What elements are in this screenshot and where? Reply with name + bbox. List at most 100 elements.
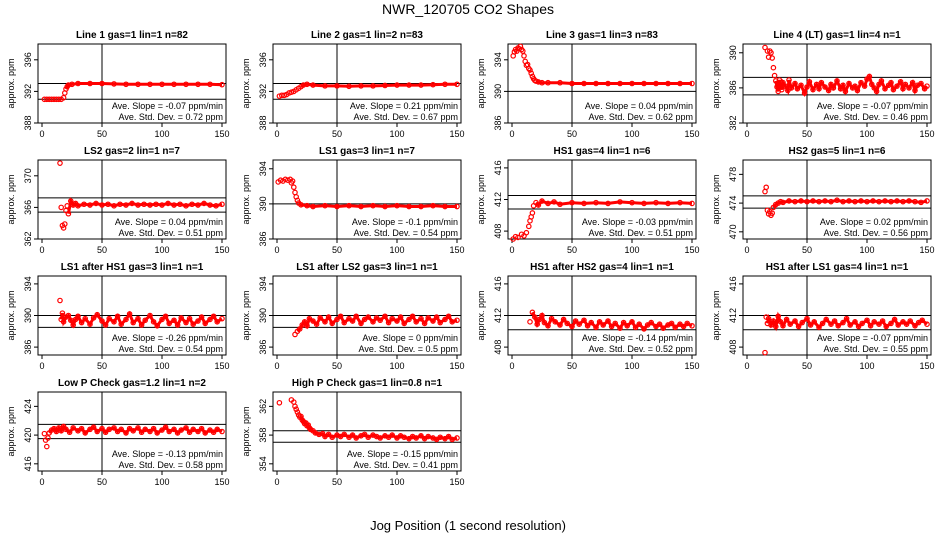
data-point	[385, 319, 392, 326]
data-point	[769, 55, 776, 61]
y-tick-label: 362	[23, 231, 33, 246]
data-point	[406, 316, 412, 323]
x-tick-label: 0	[509, 361, 514, 371]
data-point	[772, 323, 779, 330]
data-point	[130, 427, 137, 434]
slope-annotation: Ave. Slope = -0.15 ppm/min	[347, 449, 458, 459]
data-point	[859, 320, 866, 327]
y-axis-label: approx. ppm	[476, 58, 486, 108]
data-point	[111, 203, 117, 209]
data-point	[186, 429, 193, 436]
data-point	[816, 198, 822, 205]
data-point	[207, 202, 213, 208]
data-point	[361, 431, 368, 438]
data-point	[608, 323, 615, 330]
data-point	[858, 79, 864, 86]
data-point	[776, 77, 783, 83]
data-point	[370, 319, 376, 325]
data-point	[289, 178, 296, 184]
data-point	[135, 425, 141, 431]
data-point	[830, 85, 837, 91]
data-point	[665, 200, 671, 207]
data-point	[620, 319, 627, 326]
data-point	[123, 316, 129, 323]
data-point	[219, 201, 225, 208]
data-point	[430, 81, 436, 88]
x-tick-label: 150	[919, 245, 934, 255]
data-point	[153, 201, 159, 208]
data-point	[389, 315, 396, 322]
data-point	[154, 430, 161, 436]
slope-annotation: Ave. Slope = -0.07 ppm/min	[112, 101, 223, 111]
y-tick-label: 394	[258, 276, 268, 291]
data-point	[298, 201, 304, 208]
data-point	[765, 54, 772, 60]
data-point	[159, 316, 165, 323]
data-point	[294, 409, 301, 415]
x-tick-label: 0	[39, 245, 44, 255]
slope-annotation: Ave. Slope = -0.07 ppm/min	[817, 333, 928, 343]
data-point	[806, 78, 813, 85]
data-point	[763, 184, 770, 191]
data-point	[382, 82, 388, 89]
data-point	[213, 203, 219, 209]
data-point	[57, 297, 63, 304]
series-line	[765, 311, 928, 332]
panel-6: LS1 gas=3 lin=1 n=7 0 50 100 150 386 390 394 app…	[241, 146, 465, 255]
data-point	[629, 80, 635, 87]
data-point	[454, 81, 460, 88]
data-point	[166, 320, 173, 327]
x-tick-label: 50	[567, 361, 577, 371]
data-point	[855, 323, 862, 330]
data-point	[831, 318, 838, 324]
data-point	[334, 83, 340, 89]
slope-annotation: Ave. Slope = 0.21 ppm/min	[350, 101, 458, 111]
data-point	[770, 64, 777, 71]
plot-frame	[742, 159, 932, 240]
data-point	[539, 198, 545, 204]
data-point	[159, 202, 165, 208]
data-point	[777, 198, 784, 205]
data-point	[202, 320, 209, 327]
x-tick-label: 0	[744, 129, 749, 139]
data-point	[294, 197, 301, 204]
data-point	[219, 315, 225, 322]
std-annotation: Ave. Std. Dev. = 0.51 ppm	[589, 228, 693, 238]
y-tick-label: 470	[728, 224, 738, 239]
data-point	[792, 198, 798, 205]
data-point	[142, 426, 149, 433]
data-point	[70, 322, 77, 328]
data-point	[660, 325, 667, 331]
y-tick-label: 354	[258, 456, 268, 471]
data-point	[535, 202, 542, 208]
x-tick-label: 0	[274, 245, 279, 255]
data-point	[370, 202, 376, 209]
data-point	[918, 199, 924, 206]
y-tick-label: 412	[493, 308, 503, 323]
data-point	[58, 204, 65, 211]
data-point	[183, 425, 189, 431]
data-point	[102, 429, 109, 436]
data-point	[430, 318, 436, 324]
data-point	[924, 321, 930, 327]
data-point	[890, 86, 897, 93]
data-point	[798, 82, 804, 89]
std-annotation: Ave. Std. Dev. = 0.46 ppm	[824, 112, 928, 122]
data-point	[214, 426, 221, 433]
y-tick-label: 388	[23, 115, 33, 130]
data-point	[804, 84, 810, 90]
panel-title: HS1 gas=4 lin=1 n=6	[554, 146, 651, 157]
data-point	[349, 432, 356, 438]
data-point	[65, 312, 72, 319]
data-point	[912, 322, 918, 329]
plot-frame	[37, 159, 227, 240]
y-tick-label: 416	[493, 276, 503, 291]
data-point	[135, 81, 141, 88]
std-annotation: Ave. Std. Dev. = 0.55 ppm	[824, 344, 928, 354]
data-point	[900, 198, 906, 205]
data-point	[535, 79, 542, 85]
data-point	[147, 202, 153, 208]
y-tick-label: 388	[258, 115, 268, 130]
data-point	[525, 223, 532, 230]
data-point	[883, 323, 890, 330]
